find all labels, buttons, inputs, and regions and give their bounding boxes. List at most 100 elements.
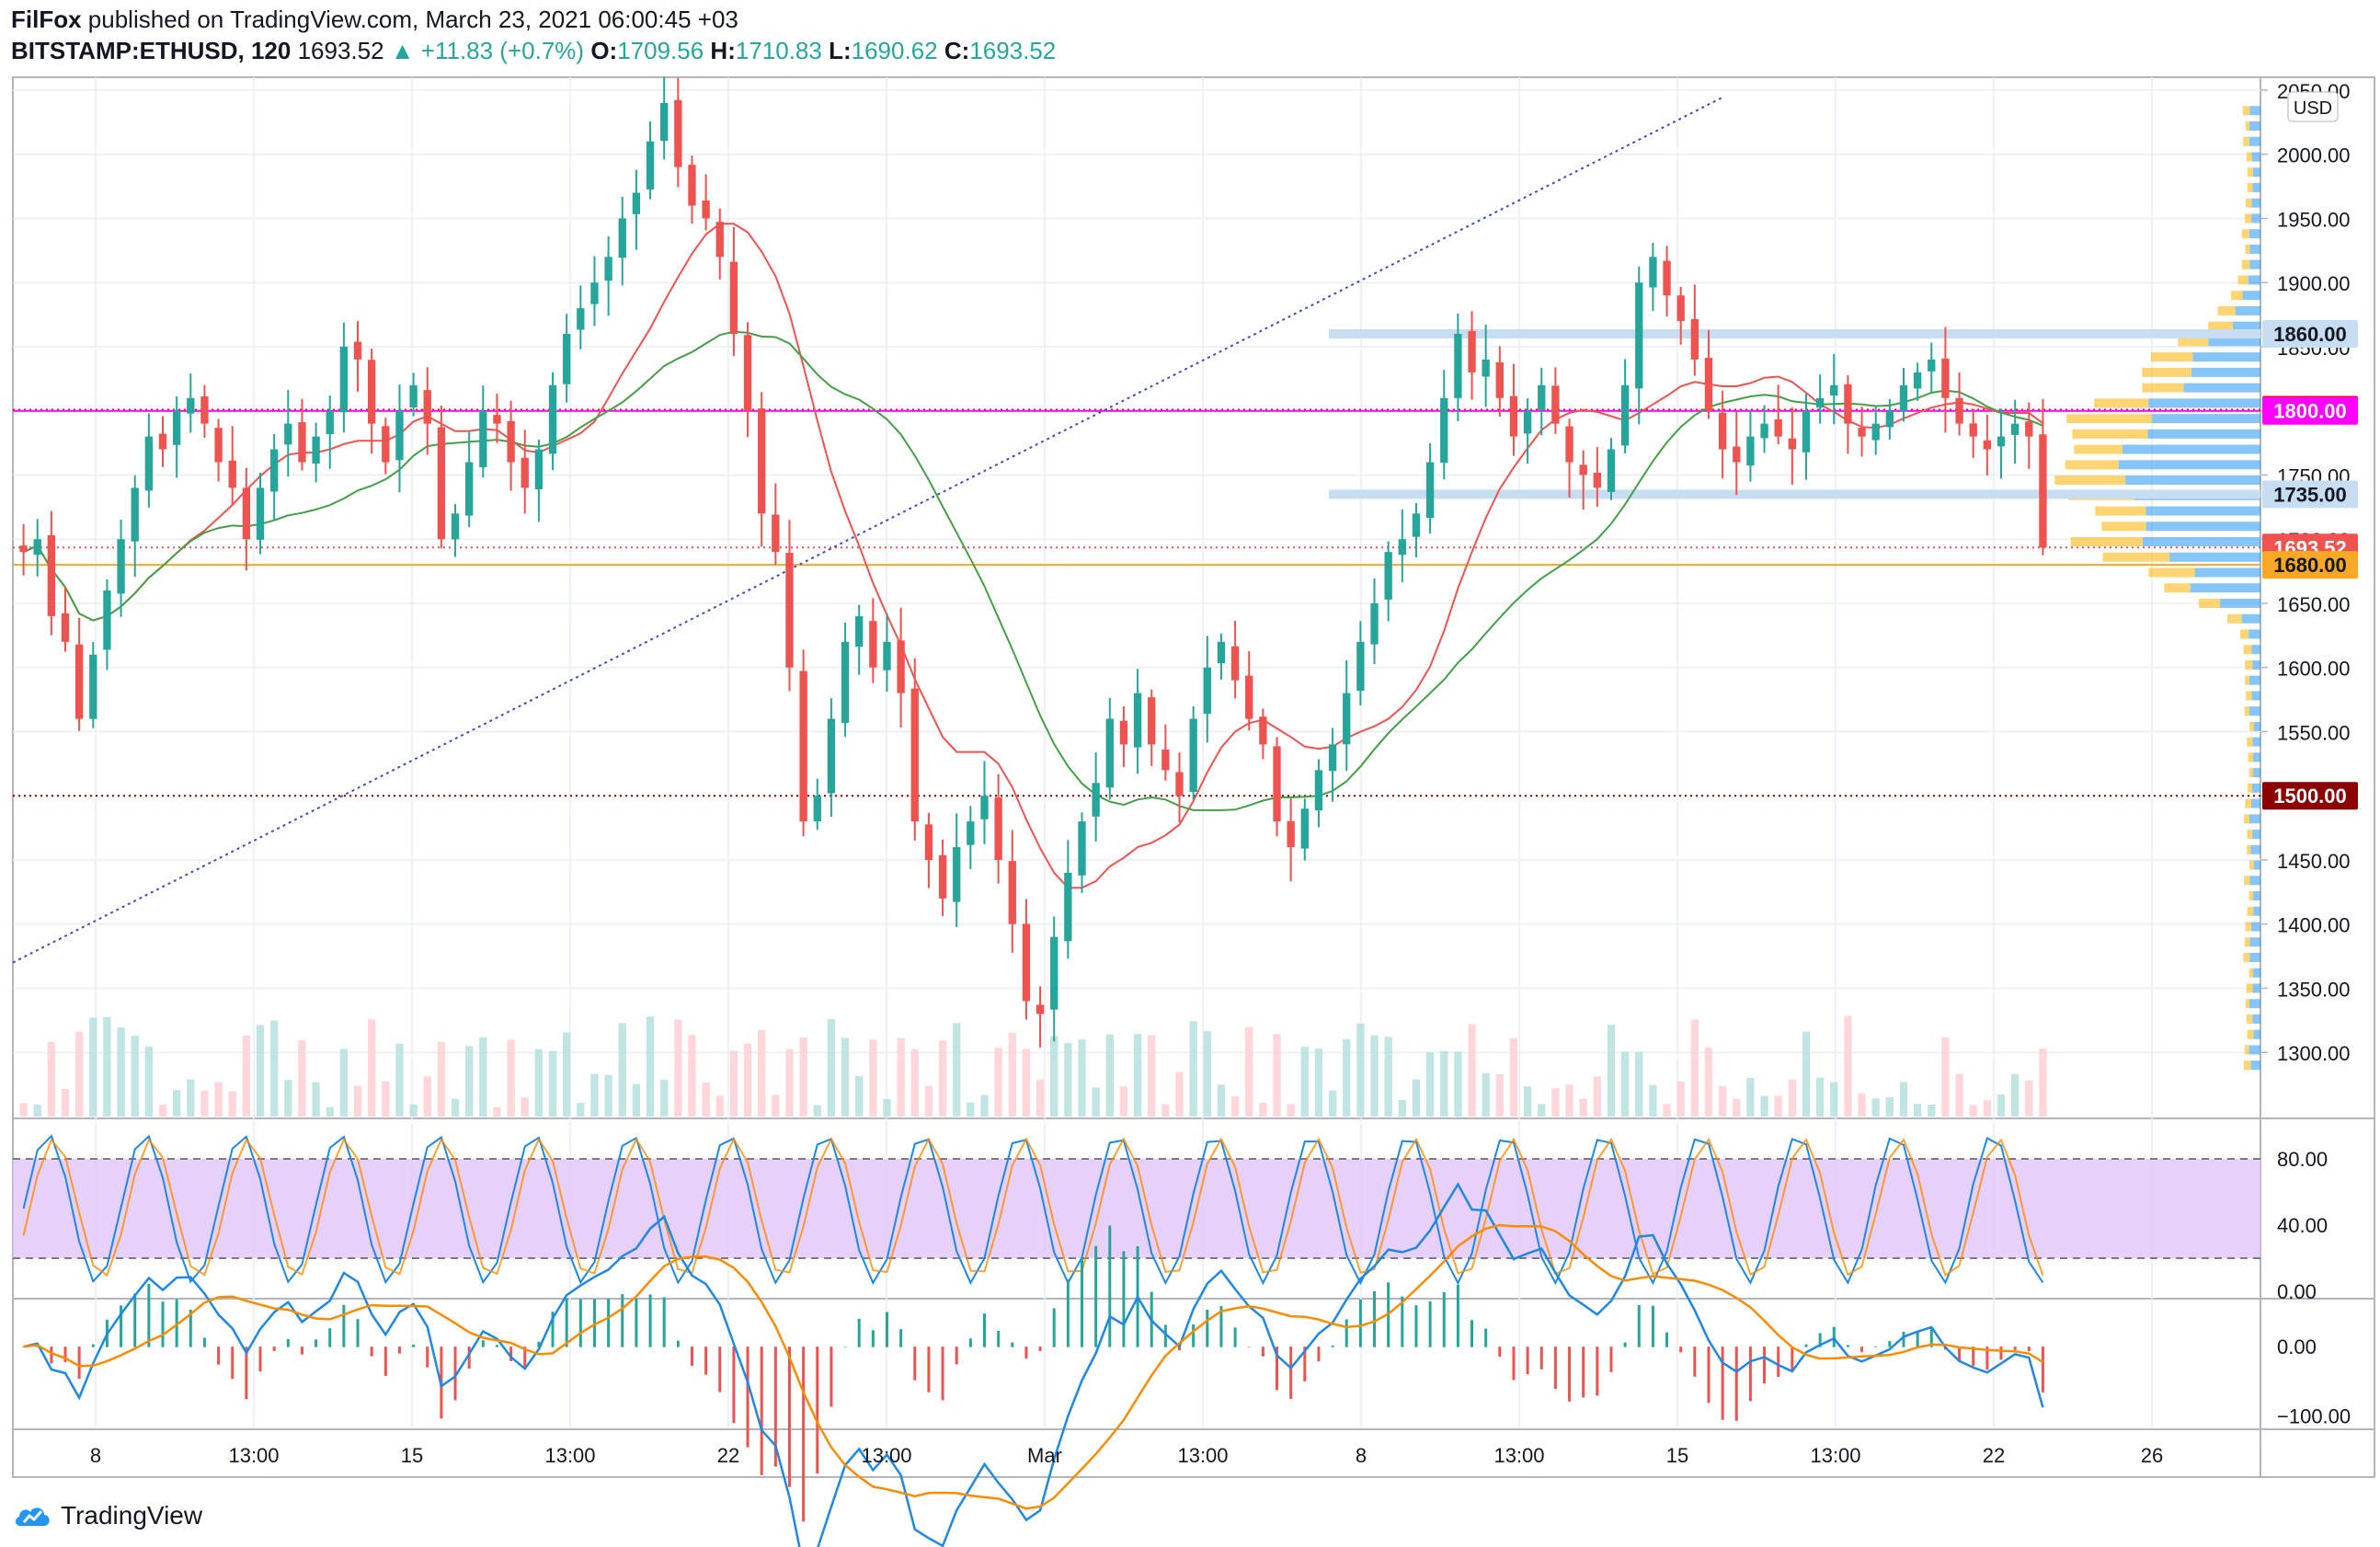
macd-histogram-bar: [997, 1330, 1001, 1347]
author-name[interactable]: FilFox: [11, 6, 82, 33]
candle-body: [1593, 472, 1601, 488]
volume-bar: [1412, 1079, 1421, 1117]
profile-bar-down: [2237, 275, 2248, 285]
level-badge: [2262, 396, 2358, 425]
volume-bar: [158, 1104, 167, 1117]
macd-histogram-bar: [1456, 1284, 1459, 1347]
profile-bar-up: [2251, 152, 2260, 162]
volume-bar: [772, 1094, 780, 1117]
candle-body: [1607, 449, 1616, 492]
candle-body: [534, 449, 544, 489]
candle-body: [1983, 440, 1992, 450]
footer-brand[interactable]: TradingView: [13, 1497, 202, 1534]
candle-body: [953, 847, 961, 902]
profile-bar-down: [2054, 476, 2126, 486]
candle-body: [577, 308, 585, 330]
volume-bar: [1913, 1104, 1922, 1117]
candle-body: [1565, 426, 1573, 463]
volume-bar: [172, 1090, 181, 1117]
macd-histogram-bar: [1707, 1346, 1711, 1404]
candle-body: [1649, 257, 1657, 288]
profile-bar-down: [2241, 229, 2249, 239]
volume-bar: [1844, 1015, 1852, 1117]
volume-bar: [395, 1043, 404, 1117]
macd-histogram-bar: [1206, 1310, 1209, 1347]
profile-bar-down: [2247, 783, 2252, 793]
level-badge: [2262, 782, 2358, 810]
time-tick-label: 13:00: [228, 1444, 279, 1467]
volume-bar: [451, 1098, 460, 1117]
symbol-label[interactable]: BITSTAMP:ETHUSD, 120: [11, 37, 292, 64]
candle-body: [200, 396, 209, 424]
currency-badge: [2287, 91, 2339, 122]
macd-histogram-bar: [1052, 1308, 1056, 1347]
macd-histogram-bar: [1609, 1346, 1613, 1372]
volume-bar: [1482, 1072, 1490, 1117]
profile-bar-down: [2241, 259, 2250, 269]
profile-bar-up: [2248, 136, 2260, 146]
published-text: published on TradingView.com, March 23, …: [87, 6, 738, 33]
candle-body: [897, 640, 905, 693]
candle-body: [758, 408, 766, 514]
macd-histogram-bar: [300, 1346, 303, 1355]
macd-histogram-bar: [871, 1330, 875, 1347]
volume-bar: [1328, 1090, 1337, 1117]
publish-line: FilFox published on TradingView.com, Mar…: [11, 4, 2365, 35]
volume-bar: [312, 1082, 320, 1117]
candle-body: [702, 201, 710, 219]
macd-histogram-bar: [1832, 1326, 1836, 1347]
profile-bar-up: [2191, 367, 2260, 377]
candle-body: [214, 428, 223, 463]
candle-body: [1509, 395, 1518, 437]
profile-bar-up: [2242, 291, 2260, 301]
profile-bar-down: [2142, 383, 2184, 393]
macd-histogram-bar: [1721, 1346, 1724, 1420]
price-change: +11.83 (+0.7%): [420, 37, 585, 64]
candle-body: [1928, 359, 1936, 372]
profile-bar-down: [2246, 198, 2252, 208]
volume-bar: [1343, 1038, 1351, 1117]
candle-body: [924, 824, 933, 860]
candle-body: [548, 384, 557, 454]
time-tick-label: 22: [717, 1444, 739, 1467]
volume-bar: [827, 1018, 836, 1117]
volume-bar: [1384, 1037, 1392, 1117]
profile-bar-down: [2247, 182, 2253, 192]
macd-histogram-bar: [927, 1346, 931, 1392]
profile-bar-up: [2169, 552, 2260, 562]
candle-body: [1815, 397, 1825, 408]
low-value: 1690.62: [851, 37, 938, 64]
volume-bar: [1133, 1034, 1142, 1117]
price-tick-label: 1450.00: [2277, 850, 2351, 873]
level-badge-label: 1500.00: [2273, 785, 2347, 808]
profile-bar-down: [2065, 460, 2119, 470]
macd-histogram-bar: [1038, 1346, 1042, 1351]
volume-bar: [47, 1041, 56, 1117]
profile-bar-down: [2246, 691, 2252, 701]
macd-histogram-bar: [537, 1341, 541, 1347]
profile-bar-up: [2251, 213, 2260, 223]
profile-bar-up: [2248, 675, 2260, 685]
macd-histogram-bar: [1748, 1346, 1752, 1402]
profile-bar-down: [2244, 1045, 2249, 1055]
candle-body: [33, 539, 41, 556]
candle-body: [1913, 372, 1922, 389]
time-axis[interactable]: 8 13:00 15 13:00 22 13:00 Mar 13:00 8 13:00 15 13:0…: [90, 1444, 2163, 1467]
volume-bar: [1788, 1079, 1797, 1117]
time-tick-label: 13:00: [1177, 1444, 1228, 1467]
macd-histogram-bar: [1985, 1346, 1989, 1370]
time-tick-label: 22: [1983, 1444, 2005, 1467]
trendline[interactable]: [12, 96, 1725, 964]
macd-histogram-bar: [523, 1346, 527, 1367]
candle-body: [1802, 410, 1811, 453]
volume-bar: [1398, 1099, 1406, 1117]
chart-header: FilFox published on TradingView.com, Mar…: [11, 4, 2365, 68]
macd-histogram-bar: [718, 1346, 722, 1392]
price-tick-label: 1900.00: [2277, 272, 2351, 295]
macd-histogram-bar: [1777, 1346, 1780, 1378]
price-level-badges: 1860.001800.891800.001735.001693.521680.…: [2262, 320, 2358, 810]
volume-bar: [1733, 1098, 1741, 1117]
candle-body: [1078, 821, 1086, 876]
time-tick-label: 15: [1666, 1444, 1688, 1467]
